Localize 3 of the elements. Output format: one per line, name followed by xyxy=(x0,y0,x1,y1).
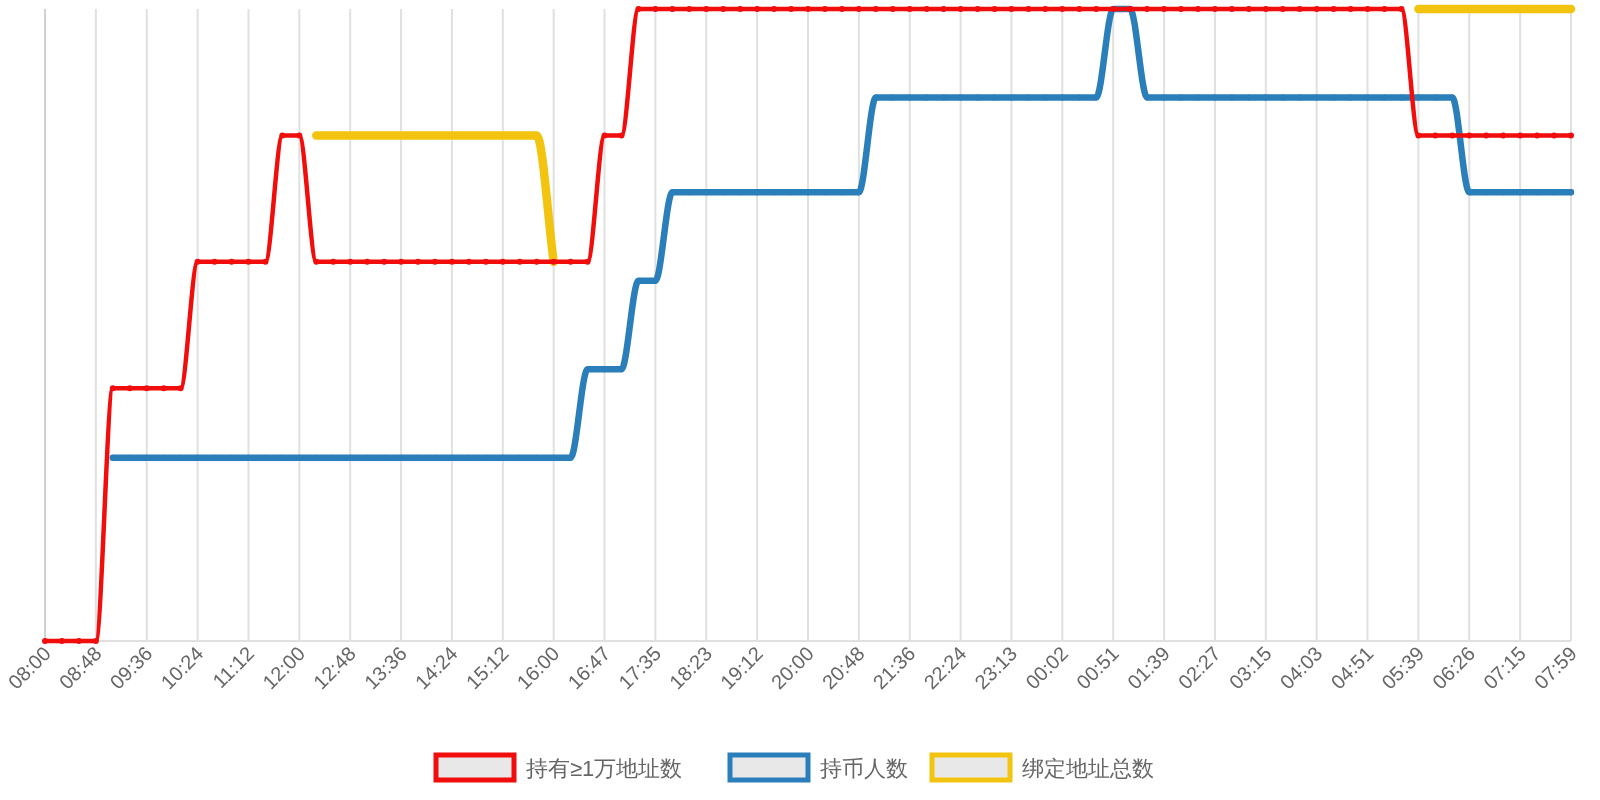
legend-label: 绑定地址总数 xyxy=(1022,756,1154,781)
legend-label: 持币人数 xyxy=(820,756,908,781)
legend-label: 持有≥1万地址数 xyxy=(526,756,683,781)
